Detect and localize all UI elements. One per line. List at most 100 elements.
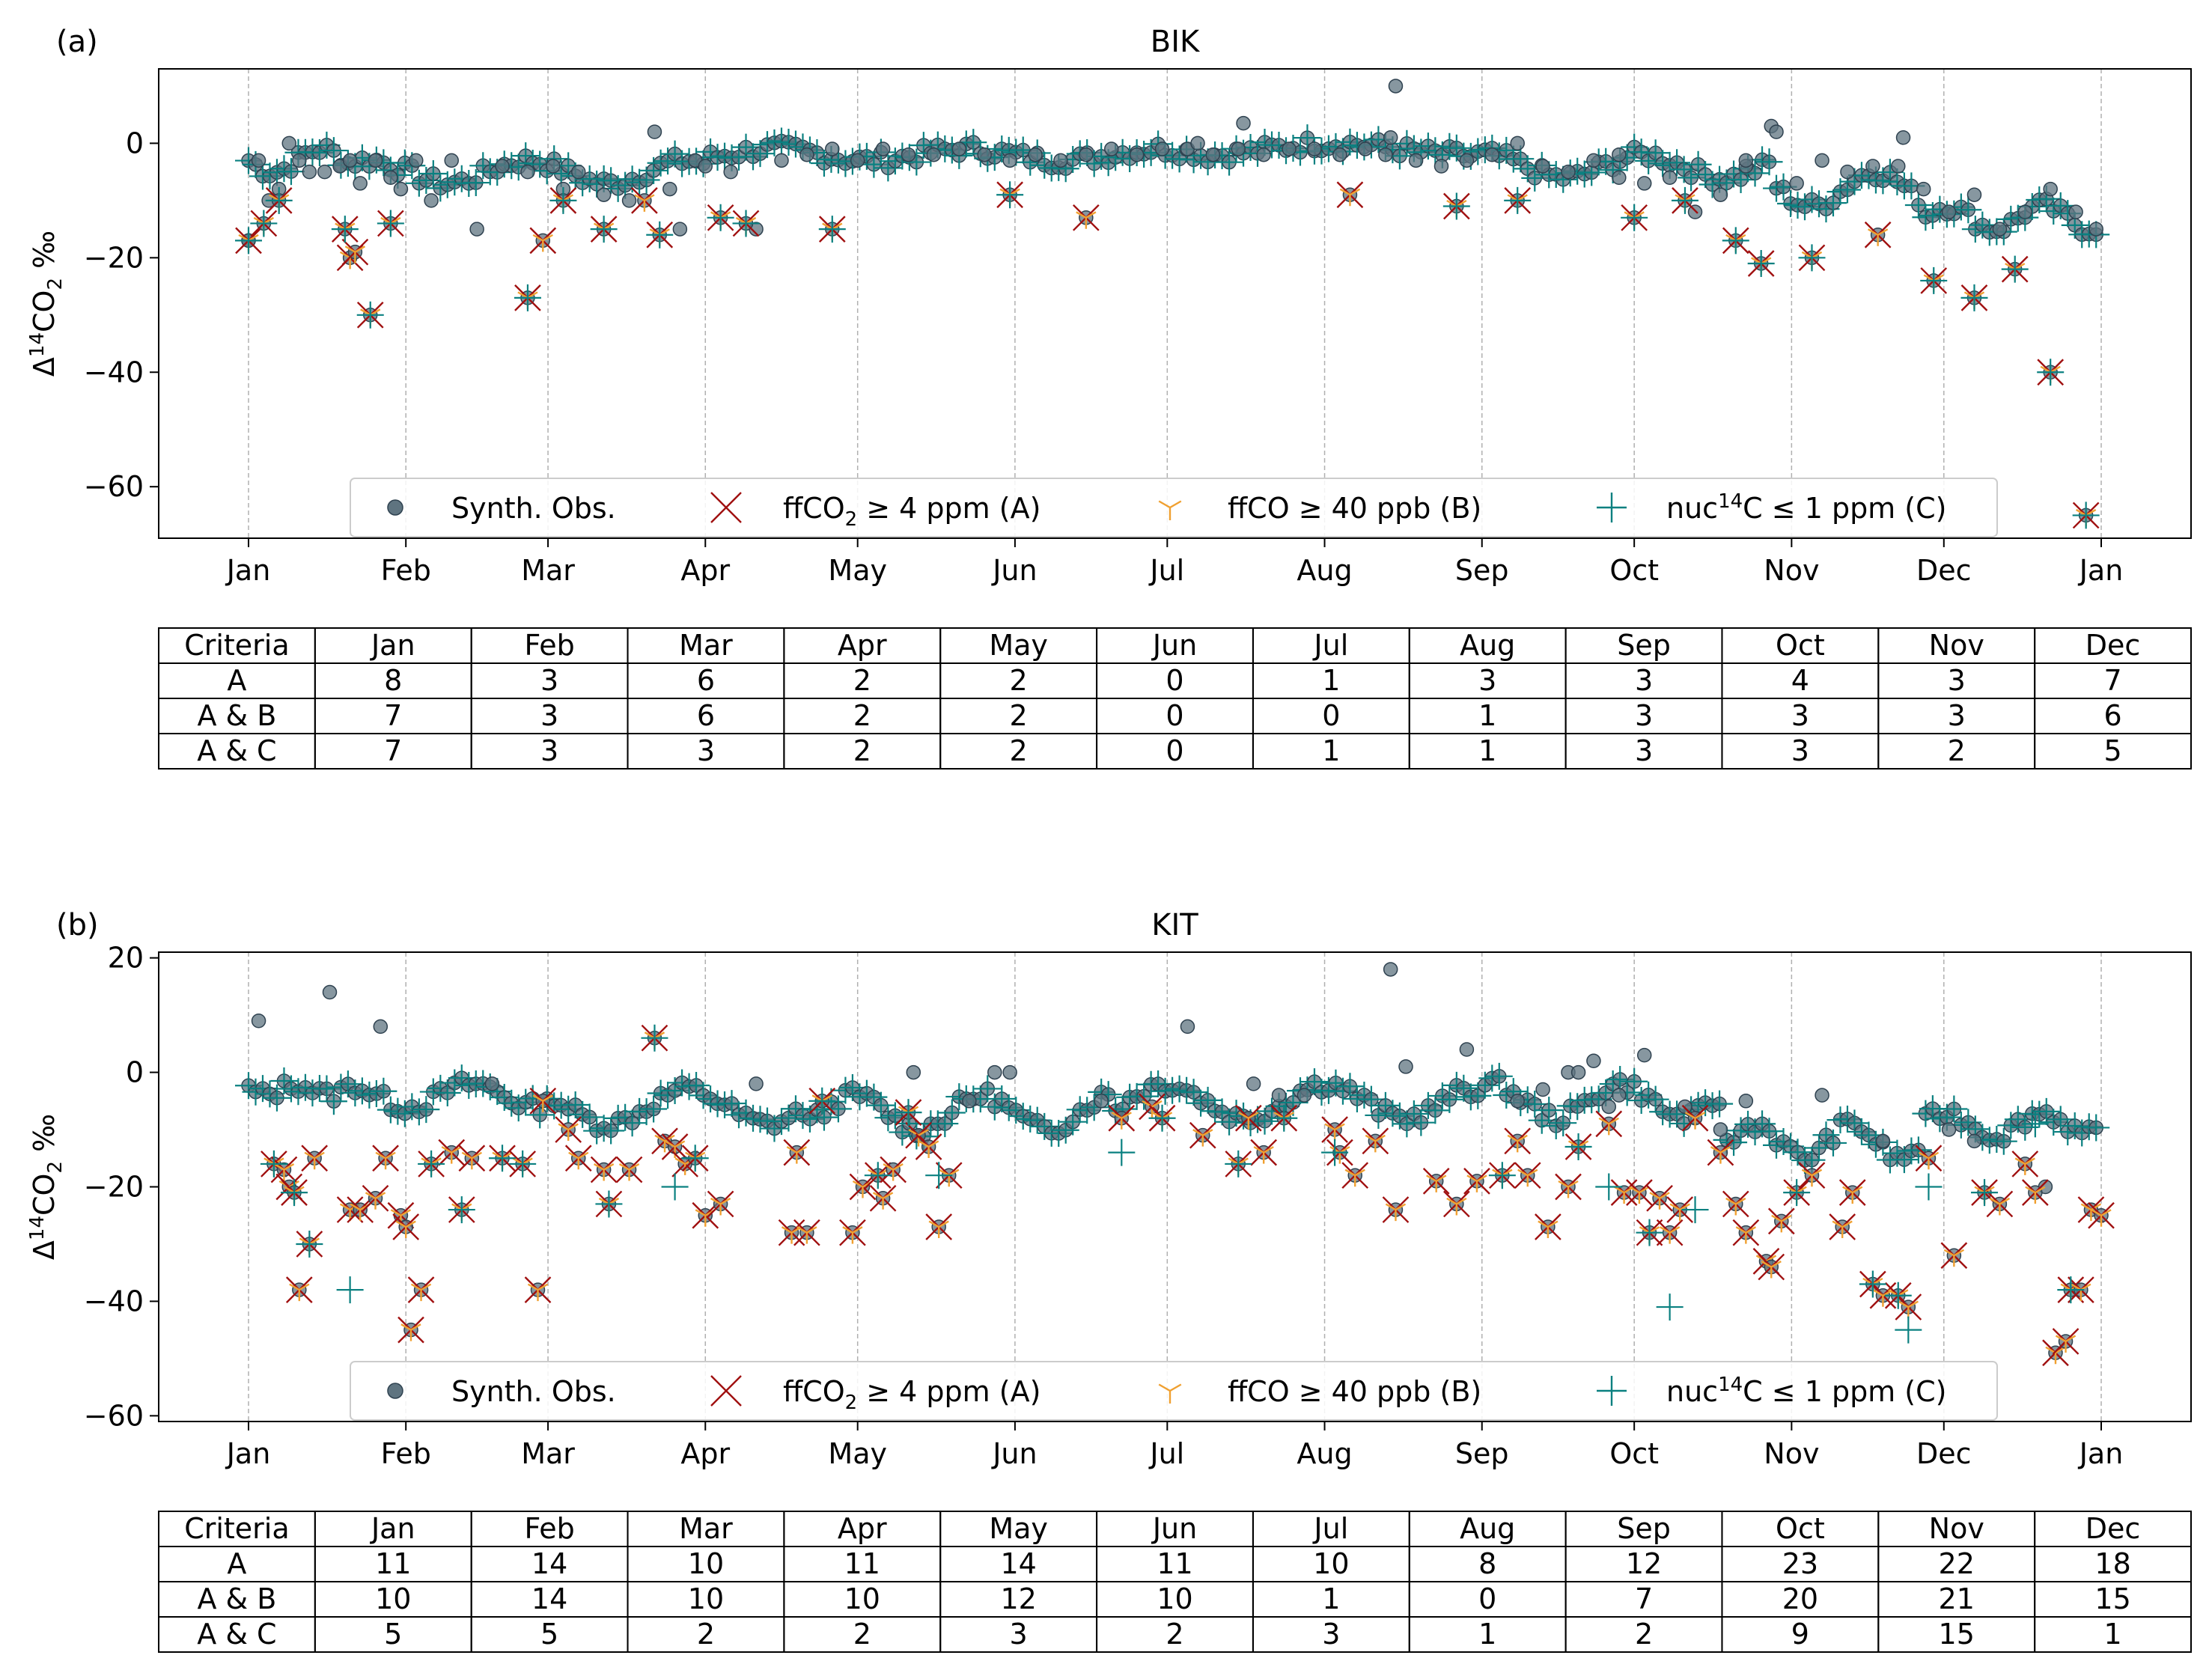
obs-point bbox=[951, 141, 967, 156]
table-cell-text: 3 bbox=[1322, 1618, 1340, 1651]
ffco-point bbox=[1324, 1123, 1345, 1142]
table-cell-text: 12 bbox=[1000, 1582, 1036, 1615]
nuc14c-point bbox=[1108, 1139, 1136, 1166]
plot-frame bbox=[158, 68, 2192, 539]
y-tick-label: −40 bbox=[84, 356, 144, 388]
obs-point bbox=[469, 222, 484, 237]
obs-point bbox=[1769, 124, 1784, 139]
ffco-point bbox=[1989, 1197, 2011, 1216]
ffco-point bbox=[1918, 1151, 1940, 1170]
nuc14c-point bbox=[1681, 1196, 1709, 1224]
legend-ffco-label: ffCO ≥ 40 ppb (B) bbox=[1228, 1375, 1481, 1408]
ffco-point bbox=[1649, 1192, 1670, 1210]
table-cell-text: 9 bbox=[1791, 1618, 1809, 1651]
nuc14c-point bbox=[281, 1179, 308, 1207]
x-tick-label: Mar bbox=[521, 554, 575, 587]
nuc14c-point bbox=[1270, 1104, 1298, 1132]
nuc14c-point bbox=[895, 1099, 922, 1127]
obs-point bbox=[1875, 1133, 1891, 1149]
obs-point bbox=[1570, 1064, 1586, 1080]
table-cell-text: 3 bbox=[1635, 664, 1653, 697]
legend-ffco2-label: ffCO2 ≥ 4 ppm (A) bbox=[783, 492, 1041, 531]
table-header-text: Aug bbox=[1460, 1512, 1515, 1545]
nuc14c-point bbox=[1954, 196, 1982, 224]
ffco-point bbox=[1192, 1129, 1213, 1147]
nuc14c-point bbox=[1706, 1090, 1734, 1118]
ffco-point bbox=[1426, 1174, 1447, 1192]
obs-point bbox=[1180, 1019, 1195, 1034]
nuc14c-point bbox=[1904, 1136, 1932, 1164]
obs-point bbox=[342, 153, 358, 168]
ffco-point bbox=[872, 1192, 894, 1210]
table-cell-text: A & C bbox=[197, 1618, 276, 1651]
table-cell-text: 12 bbox=[1626, 1547, 1662, 1580]
data-marks bbox=[235, 79, 2110, 529]
obs-point bbox=[825, 141, 840, 156]
nuc14c-point bbox=[1755, 148, 1783, 176]
panel-label: (b) bbox=[56, 908, 99, 942]
nuc14c-point bbox=[707, 204, 734, 231]
obs-point bbox=[251, 1014, 266, 1029]
legend-nuc-label: nuc14C ≤ 1 ppm (C) bbox=[1666, 490, 1946, 525]
table-header-text: Sep bbox=[1617, 1512, 1671, 1545]
obs-point bbox=[409, 153, 424, 168]
table-cell-text: 11 bbox=[1157, 1547, 1192, 1580]
nuc14c-point bbox=[2011, 1113, 2039, 1141]
summary-table: Criteria Jan Feb Mar Apr May Jun Jul Aug Sep Oct No… bbox=[158, 1511, 2192, 1653]
nuc14c-point bbox=[514, 284, 541, 311]
nuc14c-point bbox=[938, 1099, 966, 1127]
ffco-point bbox=[1684, 1112, 1706, 1130]
obs-point bbox=[1713, 187, 1728, 202]
nuc14c-point bbox=[661, 1173, 689, 1201]
ffco-point bbox=[1659, 1226, 1681, 1244]
obs-point bbox=[1459, 1042, 1475, 1057]
ffco-point bbox=[1339, 188, 1361, 207]
ffco-point bbox=[1558, 1180, 1579, 1198]
table-cell-text: 3 bbox=[1010, 1618, 1028, 1651]
nuc14c-point bbox=[1225, 1150, 1252, 1177]
obs-point bbox=[2043, 181, 2058, 197]
ffco-point bbox=[1801, 1168, 1823, 1187]
ffco-point bbox=[304, 1151, 325, 1170]
table-cell-text: 7 bbox=[384, 734, 402, 767]
table-cell-text: 5 bbox=[540, 1618, 558, 1651]
nuc14c-point bbox=[1656, 1293, 1684, 1321]
summary-table: Criteria Jan Feb Mar Apr May Jun Jul Aug Sep Oct No… bbox=[158, 627, 2192, 770]
obs-point bbox=[1789, 176, 1804, 191]
table-cell-text: 2 bbox=[1635, 1618, 1653, 1651]
nuc14c-point bbox=[1407, 1109, 1435, 1136]
nuc14c-point bbox=[412, 1096, 440, 1124]
table-cell-text: 3 bbox=[1948, 664, 1966, 697]
obs-point bbox=[749, 1076, 764, 1091]
nuc14c-point bbox=[235, 227, 262, 255]
obs-point bbox=[1271, 1088, 1287, 1103]
x-tick-label: Aug bbox=[1297, 1437, 1352, 1470]
table-cell-text: 15 bbox=[1939, 1618, 1975, 1651]
table-header-text: Nov bbox=[1929, 1512, 1984, 1545]
x-tick-label: Jun bbox=[991, 554, 1037, 587]
table-cell-text: 0 bbox=[1478, 1582, 1496, 1615]
obs-point bbox=[520, 164, 535, 180]
nuc14c-point bbox=[1485, 1062, 1513, 1090]
nuc14c-point bbox=[931, 1110, 959, 1138]
ffco-point bbox=[532, 234, 553, 252]
nuc14c-point bbox=[1798, 244, 1826, 272]
ffco-point bbox=[527, 1283, 549, 1302]
nuc14c-point bbox=[1336, 1073, 1364, 1100]
obs-point bbox=[1636, 176, 1652, 191]
obs-point bbox=[1612, 147, 1627, 162]
x-tick-label: May bbox=[828, 554, 887, 587]
nuc14c-point bbox=[641, 1024, 668, 1052]
nuc14c-point bbox=[903, 148, 930, 176]
ffco-point bbox=[1898, 1300, 1919, 1319]
ffco-point bbox=[664, 1140, 686, 1158]
obs-point bbox=[1028, 147, 1043, 162]
obs-point bbox=[1941, 1122, 1957, 1137]
nuc14c-point bbox=[1783, 1179, 1811, 1207]
obs-point bbox=[292, 153, 307, 168]
legend-nuc-label: nuc14C ≤ 1 ppm (C) bbox=[1666, 1374, 1946, 1408]
nuc14c-point bbox=[1521, 1090, 1549, 1118]
table-cell-text: 6 bbox=[2103, 699, 2121, 732]
table-header-text: Dec bbox=[2085, 1512, 2141, 1545]
nuc14c-point bbox=[263, 1084, 290, 1112]
